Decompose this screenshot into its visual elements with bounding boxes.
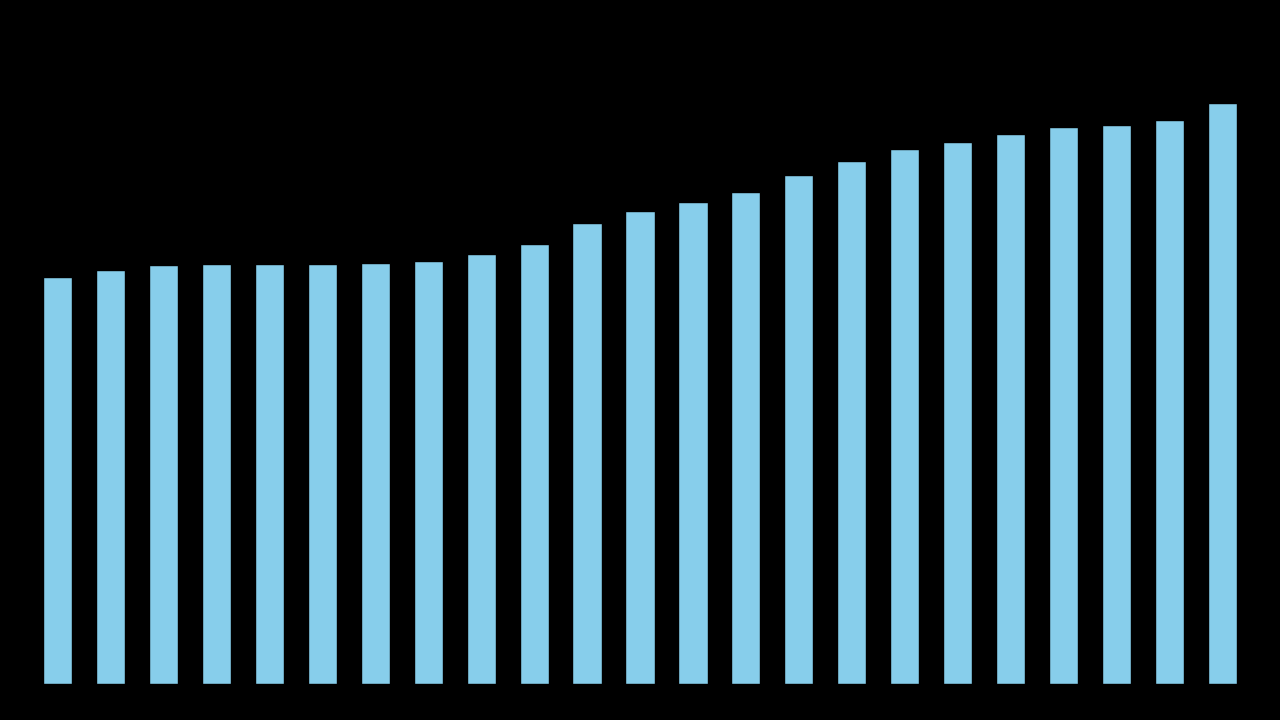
Bar: [626, 211, 654, 684]
Bar: [785, 175, 814, 684]
Bar: [307, 264, 337, 684]
Bar: [1208, 103, 1238, 684]
Bar: [837, 161, 867, 684]
Bar: [678, 202, 708, 684]
Bar: [42, 277, 72, 684]
Bar: [466, 254, 495, 684]
Bar: [1155, 120, 1184, 684]
Bar: [996, 135, 1025, 684]
Bar: [1050, 127, 1078, 684]
Bar: [148, 266, 178, 684]
Bar: [572, 223, 602, 684]
Bar: [731, 192, 760, 684]
Bar: [413, 261, 443, 684]
Bar: [202, 264, 230, 684]
Bar: [96, 270, 125, 684]
Bar: [361, 263, 389, 684]
Bar: [255, 264, 284, 684]
Bar: [943, 142, 973, 684]
Bar: [1102, 125, 1132, 684]
Bar: [520, 244, 549, 684]
Bar: [891, 149, 919, 684]
